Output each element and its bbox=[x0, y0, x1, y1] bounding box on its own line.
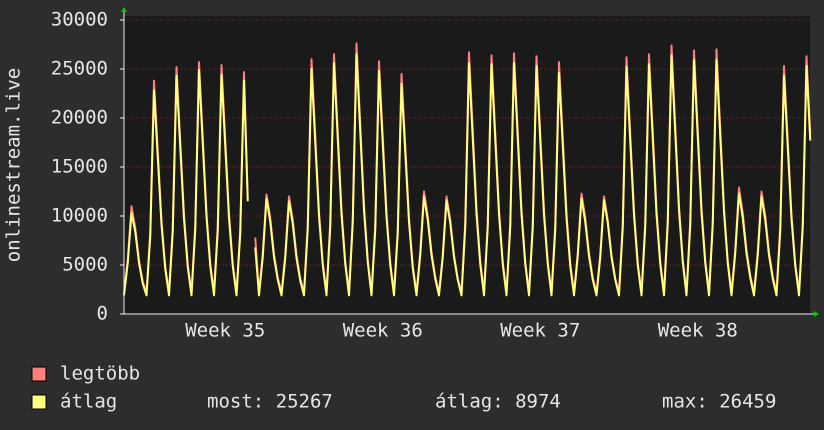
y-tick-label: 10000 bbox=[51, 205, 108, 227]
y-tick-label: 5000 bbox=[62, 254, 108, 276]
y-tick-label: 0 bbox=[97, 303, 108, 325]
legend-swatch bbox=[31, 394, 47, 410]
y-axis-label: onlinestream.live bbox=[3, 68, 25, 262]
stat-text: max: 26459 bbox=[662, 391, 776, 413]
x-tick-label: Week 38 bbox=[658, 320, 738, 342]
legend-label: átlag bbox=[60, 391, 117, 413]
stat-text: átlag: 8974 bbox=[435, 391, 561, 413]
stat-text: most: 25267 bbox=[207, 391, 333, 413]
legend-swatch bbox=[31, 366, 47, 382]
x-axis-arrow bbox=[814, 311, 819, 317]
series-line bbox=[123, 53, 812, 297]
y-tick-label: 15000 bbox=[51, 156, 108, 178]
x-tick-label: Week 37 bbox=[500, 320, 580, 342]
x-tick-label: Week 36 bbox=[343, 320, 423, 342]
y-tick-label: 20000 bbox=[51, 107, 108, 129]
y-tick-label: 30000 bbox=[51, 9, 108, 31]
x-tick-label: Week 35 bbox=[185, 320, 265, 342]
y-tick-label: 25000 bbox=[51, 58, 108, 80]
legend-label: legtöbb bbox=[60, 363, 140, 385]
y-axis-arrow bbox=[121, 7, 127, 12]
